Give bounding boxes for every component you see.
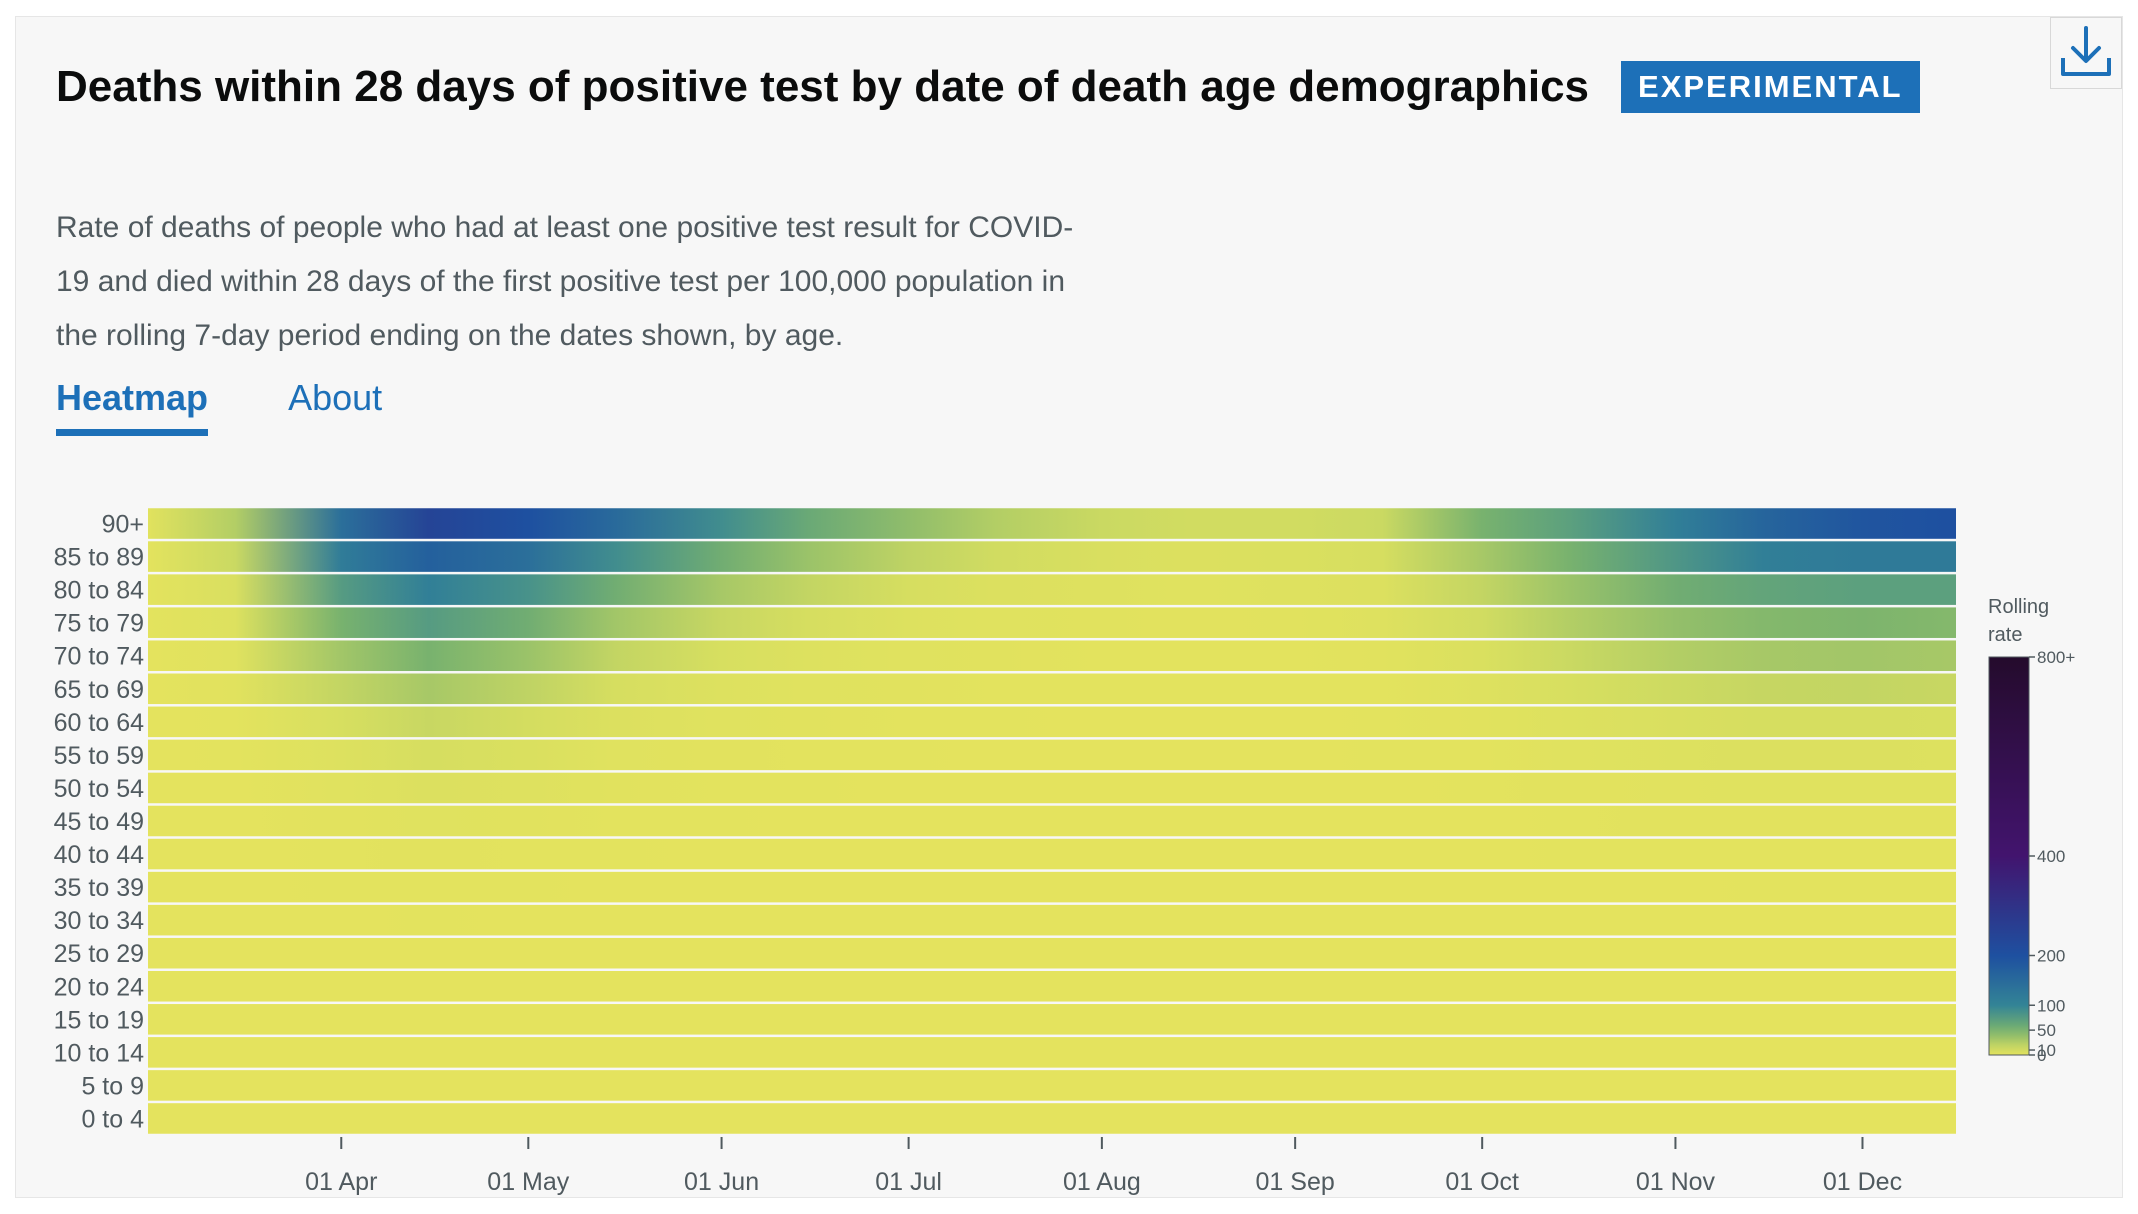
heatmap-chart: 90+ 85 to 89 80 to 84 75 to 79 70 to 74 65 to…	[54, 508, 2075, 1196]
x-axis-tick-label: 01 May	[487, 1168, 569, 1196]
legend-tick-label: 50	[2037, 1021, 2056, 1040]
heatmap-row	[148, 706, 1956, 738]
x-axis: 01 Apr 01 May 01 Jun 01 Jul 01 Aug 01 Sep 01 O…	[305, 1137, 1902, 1196]
heatmap-row	[148, 904, 1956, 936]
legend-color-bar	[1988, 656, 2030, 1056]
y-axis-labels: 90+ 85 to 89 80 to 84 75 to 79 70 to 74 65 to…	[54, 511, 144, 1134]
heatmap-row	[148, 871, 1956, 903]
y-axis-label: 90+	[102, 511, 144, 539]
legend-tick-label: 0	[2037, 1046, 2046, 1065]
heatmap-row	[148, 805, 1956, 837]
legend-tick-label: 400	[2037, 847, 2065, 866]
x-axis-tick-label: 01 Sep	[1256, 1168, 1335, 1196]
tab-bar: Heatmap About	[56, 377, 462, 436]
tab-heatmap[interactable]: Heatmap	[56, 377, 209, 436]
y-axis-label: 10 to 14	[54, 1039, 144, 1067]
y-axis-label: 85 to 89	[54, 544, 144, 572]
heatmap-row	[148, 1004, 1956, 1035]
title-row: Deaths within 28 days of positive test b…	[56, 61, 1920, 113]
y-axis-label: 40 to 44	[54, 841, 144, 869]
y-axis-label: 0 to 4	[81, 1105, 144, 1133]
heatmap-area: 90+ 85 to 89 80 to 84 75 to 79 70 to 74 65 to…	[16, 17, 2124, 1199]
y-axis-label: 5 to 9	[81, 1072, 144, 1100]
experimental-badge: EXPERIMENTAL	[1621, 61, 1920, 113]
y-axis-label: 55 to 59	[54, 742, 144, 770]
chart-card: Deaths within 28 days of positive test b…	[15, 16, 2123, 1198]
heatmap-row	[148, 541, 1956, 572]
heatmap-row	[148, 772, 1956, 804]
y-axis-label: 15 to 19	[54, 1006, 144, 1034]
heatmap-row	[148, 970, 1956, 1002]
y-axis-label: 70 to 74	[54, 643, 144, 671]
chart-description: Rate of deaths of people who had at leas…	[56, 211, 1074, 352]
heatmap-row	[148, 508, 1956, 539]
heatmap-row	[148, 1037, 1956, 1068]
heatmap-rows	[148, 508, 1956, 1134]
y-axis-label: 35 to 39	[54, 874, 144, 902]
legend-title: rate	[1988, 624, 2022, 646]
legend-title: Rolling	[1988, 596, 2049, 618]
x-axis-tick-label: 01 Oct	[1445, 1168, 1519, 1196]
heatmap-row	[148, 1103, 1956, 1134]
x-axis-tick-label: 01 Aug	[1063, 1168, 1141, 1196]
heatmap-row	[148, 607, 1956, 638]
x-axis-tick-label: 01 Jun	[684, 1168, 759, 1196]
page-title: Deaths within 28 days of positive test b…	[56, 62, 1590, 111]
y-axis-label: 20 to 24	[54, 973, 144, 1001]
y-axis-label: 30 to 34	[54, 907, 144, 935]
x-axis-tick-label: 01 Nov	[1636, 1168, 1716, 1196]
legend-tick-label: 800+	[2037, 648, 2075, 667]
y-axis-label: 50 to 54	[54, 775, 144, 803]
heatmap-row	[148, 838, 1956, 870]
download-icon	[2061, 26, 2111, 76]
legend-tick-label: 10	[2037, 1041, 2056, 1060]
y-axis-label: 60 to 64	[54, 709, 144, 737]
tab-about[interactable]: About	[288, 377, 383, 418]
heatmap-row	[148, 937, 1956, 969]
y-axis-label: 75 to 79	[54, 610, 144, 638]
y-axis-label: 80 to 84	[54, 577, 144, 605]
heatmap-row	[148, 1070, 1956, 1101]
y-axis-label: 65 to 69	[54, 676, 144, 704]
y-axis-label: 45 to 49	[54, 808, 144, 836]
x-axis-tick-label: 01 Jul	[875, 1168, 942, 1196]
heatmap-row	[148, 640, 1956, 672]
x-axis-tick-label: 01 Apr	[305, 1168, 377, 1196]
y-axis-label: 25 to 29	[54, 940, 144, 968]
heatmap-row	[148, 574, 1956, 605]
legend-tick-label: 200	[2037, 947, 2065, 966]
heatmap-row	[148, 739, 1956, 771]
x-axis-tick-label: 01 Dec	[1823, 1168, 1902, 1196]
download-button[interactable]	[2050, 17, 2122, 89]
heatmap-row	[148, 673, 1956, 705]
legend-tick-label: 100	[2037, 996, 2065, 1015]
